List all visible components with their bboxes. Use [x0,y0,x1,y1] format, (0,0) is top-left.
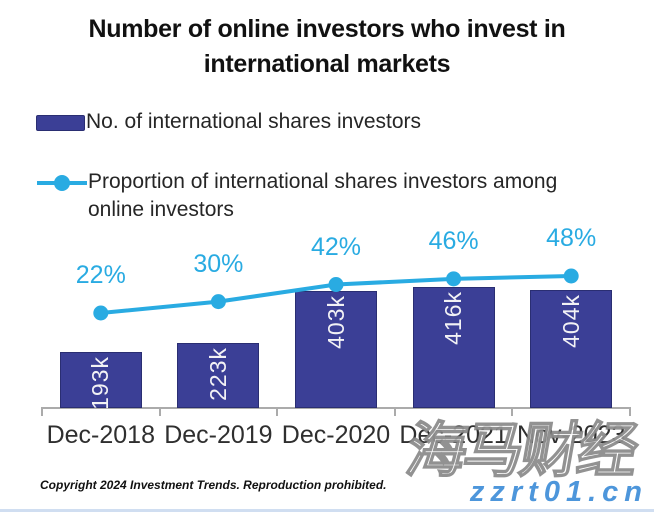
line-value-label: 30% [193,249,244,278]
line-marker-icon [210,294,226,310]
line-value-label: 42% [310,232,362,261]
legend-label-bar-series: No. of international shares investors [86,110,422,133]
x-axis-label: Nov-2023 [516,421,626,449]
bar-series-swatch-icon [36,115,85,131]
x-axis-label: Dec-2020 [281,421,391,449]
x-axis-tick [511,407,514,416]
bar: 404k [530,290,613,408]
legend-item-bar-series: No. of international shares investors [36,108,421,136]
legend-label-line-series: Proportion of international shares inves… [88,170,558,221]
x-axis-tick [393,407,396,416]
x-axis-tick [276,407,279,416]
bar-value-label: 223k [204,347,231,401]
bar-value-label: 403k [322,294,349,349]
x-axis-label: Dec-2018 [46,421,155,449]
x-axis-tick [158,407,161,416]
x-axis-label: Dec-2019 [164,421,273,449]
bottom-edge-line [0,509,654,512]
bar: 416k [412,286,495,408]
line-value-label: 48% [546,224,597,252]
x-axis-tick [41,407,43,416]
bar: 223k [177,343,260,408]
chart-title: Number of online investors who invest in… [88,15,566,78]
bar: 403k [295,290,377,408]
bar-value-label: 404k [557,294,584,349]
copyright-text: Copyright 2024 Investment Trends. Reprod… [40,478,387,492]
bar: 193k [59,351,142,410]
x-axis-line [42,407,630,409]
x-axis-label: Dec-2021 [399,421,508,449]
line-marker-icon [93,305,109,321]
bar-value-label: 416k [440,290,467,345]
bar-value-label: 193k [87,355,114,410]
line-marker-icon [446,271,462,287]
line-marker-icon [563,268,579,284]
x-axis-tick [629,407,631,416]
line-value-label: 46% [428,226,479,255]
legend-item-line-series: Proportion of international shares inves… [36,168,568,224]
line-series-swatch-icon [36,168,88,196]
line-value-label: 22% [75,261,126,289]
